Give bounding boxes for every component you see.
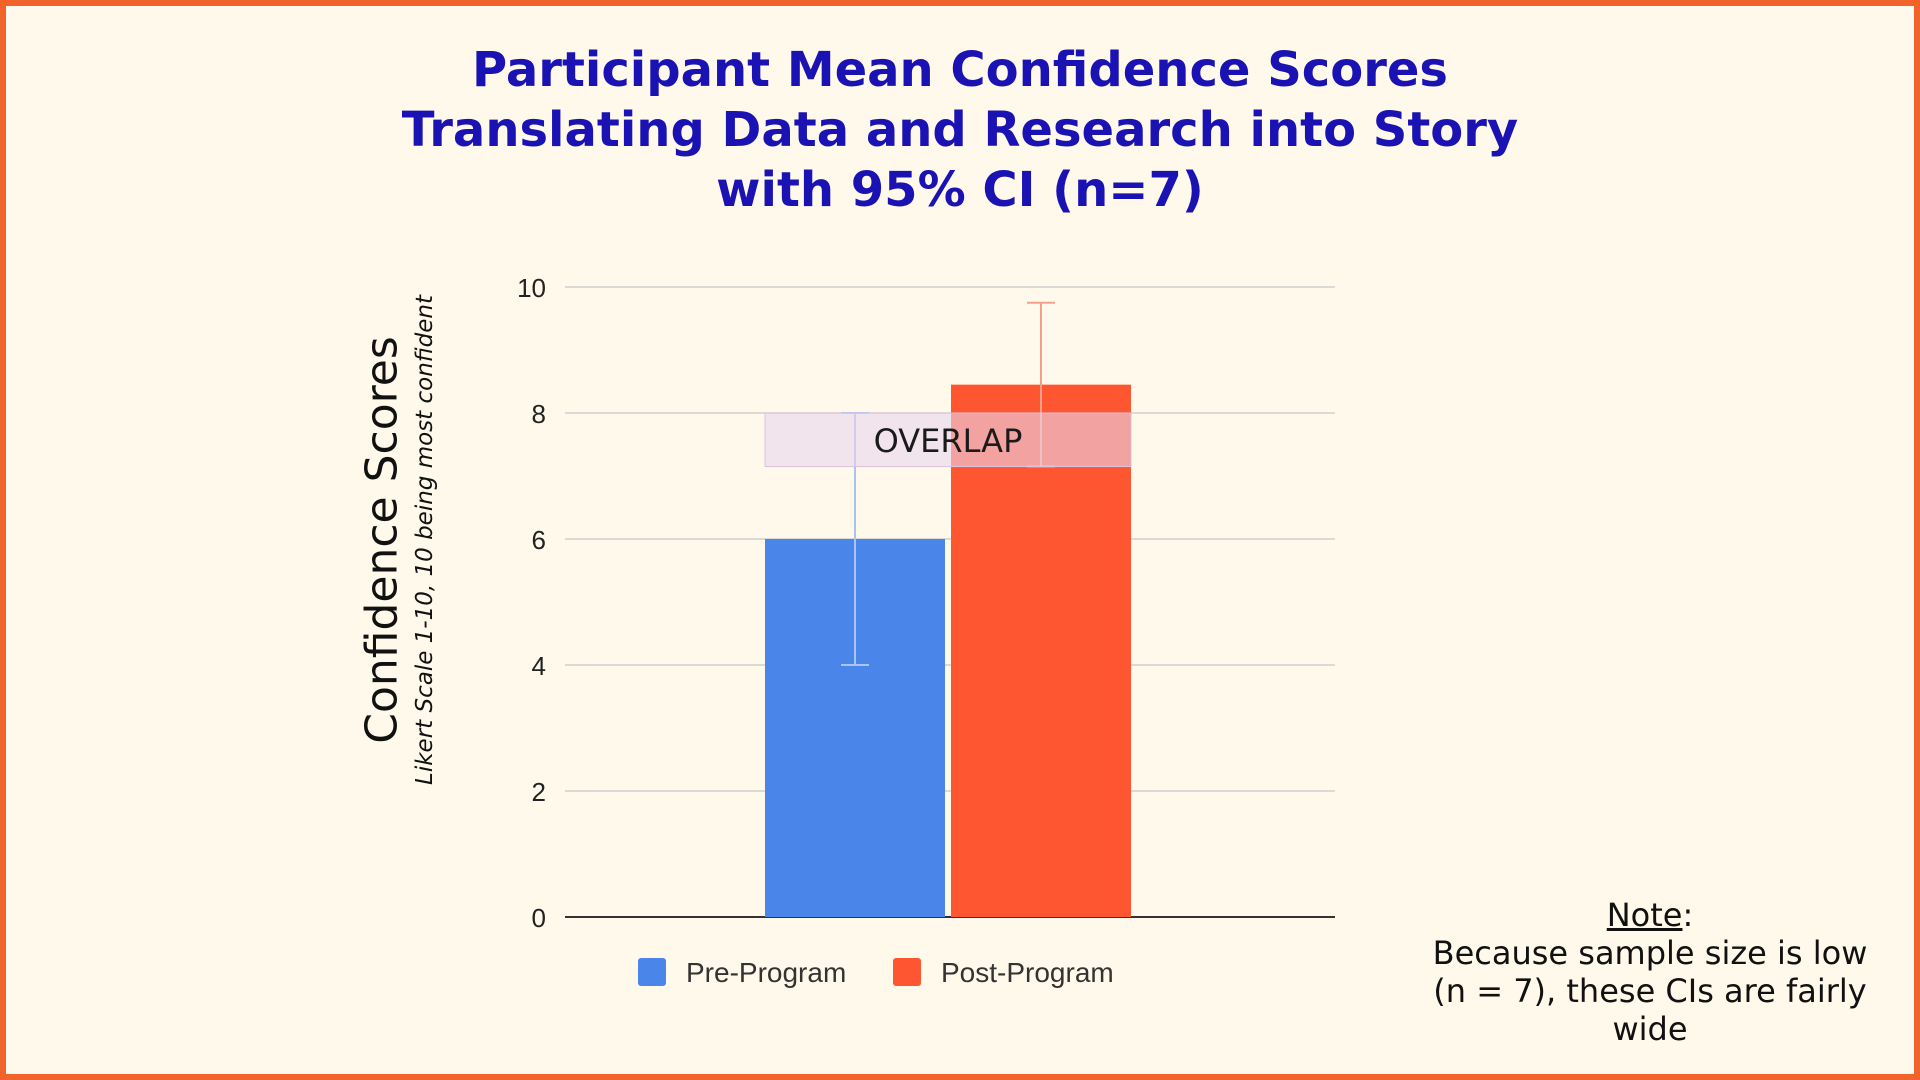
y-tick-label: 4 [532,651,546,681]
bars [765,384,1131,917]
legend-label: Post-Program [941,957,1114,988]
bar-post-program [951,384,1131,917]
note-line-1: Because sample size is low [1432,934,1868,972]
legend-swatch [638,958,666,986]
y-tick-label: 6 [532,525,546,555]
note-line-2: (n = 7), these CIs are fairly [1433,972,1867,1010]
y-tick-label: 8 [532,399,546,429]
note-title: Note [1606,896,1683,934]
title-line-2: Translating Data and Research into Story [401,102,1519,158]
chart-title: Participant Mean Confidence Scores Trans… [260,40,1660,220]
y-tick-labels: 0 2 4 6 8 10 [517,273,546,933]
gridlines [565,286,1335,918]
title-line-1: Participant Mean Confidence Scores [472,42,1448,98]
title-line-3: with 95% CI (n=7) [716,162,1204,218]
overlap-label: OVERLAP [874,422,1023,460]
legend-swatch [893,958,921,986]
y-tick-label: 10 [517,273,546,303]
note-box: Note: Because sample size is low (n = 7)… [1400,896,1900,1048]
overlap-region: OVERLAP [764,412,1132,468]
note-colon: : [1682,896,1694,934]
y-tick-label: 2 [532,777,546,807]
legend: Pre-Program Post-Program [638,957,1114,988]
overlap-band [764,412,1132,468]
y-tick-label: 0 [532,903,546,933]
note-line-3: wide [1612,1010,1688,1048]
legend-label: Pre-Program [686,957,846,988]
